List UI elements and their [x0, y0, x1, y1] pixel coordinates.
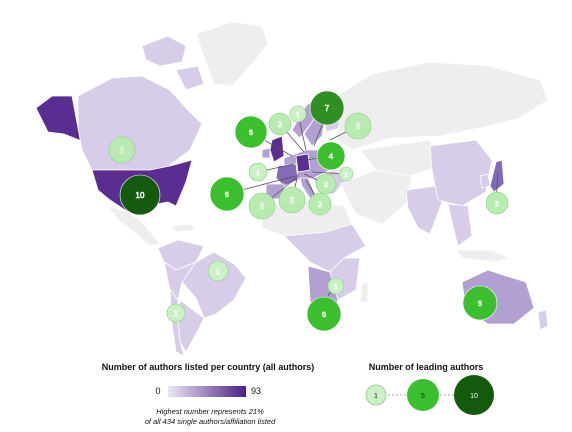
choropleth-gradient-bar	[168, 386, 246, 397]
country-russia	[329, 61, 549, 151]
bubble-south-africa[interactable]: 5	[306, 296, 342, 332]
bubble-chile[interactable]: 1	[166, 303, 186, 323]
bubble-finland[interactable]: 3	[344, 112, 372, 140]
bubble-label: 5	[249, 130, 253, 137]
bubble-label: 4	[329, 152, 334, 161]
bubble-poland[interactable]: 1	[338, 166, 354, 182]
country-china	[429, 139, 493, 207]
bubble-legend-item-1: 1	[365, 384, 387, 406]
bubble-spain[interactable]: 3	[248, 192, 276, 220]
bubble-label: 2	[278, 122, 282, 129]
bubble-sweden[interactable]: 7	[309, 90, 345, 126]
bubble-layer: 2 10 1 1 5 1 2 1	[108, 90, 509, 332]
country-caribbean	[171, 223, 197, 233]
bubble-japan[interactable]: 2	[485, 191, 509, 215]
bubble-label: 2	[120, 146, 125, 155]
choropleth-legend-title: Number of authors listed per country (al…	[102, 362, 315, 372]
bubble-label: 5	[478, 301, 482, 308]
bubble-austria[interactable]: 2	[315, 173, 337, 195]
bubble-legend-item-5: 5	[407, 379, 439, 411]
country-canada-islands	[141, 35, 187, 67]
country-brazil	[181, 251, 247, 319]
country-new-zealand	[537, 309, 549, 331]
bubble-label: 2	[324, 182, 328, 189]
bubble-label: 3	[290, 196, 295, 205]
bubble-label: 5	[322, 312, 326, 319]
country-indonesia	[455, 249, 512, 263]
bubble-brazil[interactable]: 1	[207, 260, 229, 282]
bubble-canada[interactable]: 2	[108, 136, 136, 164]
svg-text:10: 10	[470, 393, 478, 400]
country-united-kingdom	[269, 135, 285, 163]
choropleth-legend: Number of authors listed per country (al…	[102, 362, 315, 426]
bubble-label: 10	[136, 191, 145, 200]
bubble-norway[interactable]: 2	[268, 112, 292, 136]
country-mexico	[106, 205, 161, 247]
country-germany	[295, 153, 311, 173]
bubble-ireland[interactable]: 1	[248, 162, 268, 182]
choropleth-legend-max: 93	[251, 386, 261, 396]
bubble-legend: Number of leading authors 1 5 10	[365, 362, 494, 415]
bubble-united-kingdom[interactable]: 5	[234, 115, 268, 149]
bubble-germany[interactable]: 4	[316, 141, 346, 171]
country-korea	[479, 173, 491, 189]
bubble-label: 1	[174, 311, 178, 318]
country-madagascar	[359, 281, 369, 303]
bubble-mozambique[interactable]: 1	[327, 277, 345, 295]
svg-text:5: 5	[421, 393, 425, 400]
choropleth-legend-note-2: of all 434 single authors/affiliation li…	[145, 417, 276, 426]
bubble-legend-title: Number of leading authors	[369, 362, 484, 372]
bubble-label: 1	[216, 269, 220, 276]
country-greenland	[195, 21, 269, 87]
bubble-united-states[interactable]: 10	[119, 174, 161, 216]
bubble-label: 5	[225, 192, 229, 199]
bubble-australia[interactable]: 5	[462, 285, 498, 321]
bubble-denmark[interactable]: 1	[289, 105, 307, 123]
choropleth-legend-min: 0	[155, 386, 160, 396]
country-canada	[77, 75, 203, 171]
bubble-label: 2	[495, 201, 499, 208]
country-southeast-asia	[447, 203, 473, 247]
bubble-label: 3	[260, 202, 265, 211]
bubble-label: 1	[334, 284, 338, 291]
bubble-italy[interactable]: 2	[308, 192, 332, 216]
bubble-france[interactable]: 3	[278, 186, 306, 214]
country-japan	[489, 159, 505, 193]
bubble-label: 1	[256, 170, 260, 177]
country-canada-islands-2	[175, 65, 205, 91]
bubble-legend-item-10: 10	[454, 375, 494, 415]
bubble-label: 7	[325, 104, 330, 113]
country-central-asia	[359, 139, 441, 177]
bubble-label: 1	[296, 112, 300, 119]
bubble-label: 3	[356, 122, 361, 131]
land-layer	[35, 21, 549, 357]
svg-text:1: 1	[374, 393, 378, 400]
bubble-label: 1	[344, 172, 348, 179]
country-ireland	[261, 147, 271, 159]
bubble-portugal[interactable]: 5	[209, 176, 245, 212]
choropleth-legend-note-1: Highest number represents 21%	[156, 407, 264, 416]
bubble-label: 2	[318, 202, 322, 209]
